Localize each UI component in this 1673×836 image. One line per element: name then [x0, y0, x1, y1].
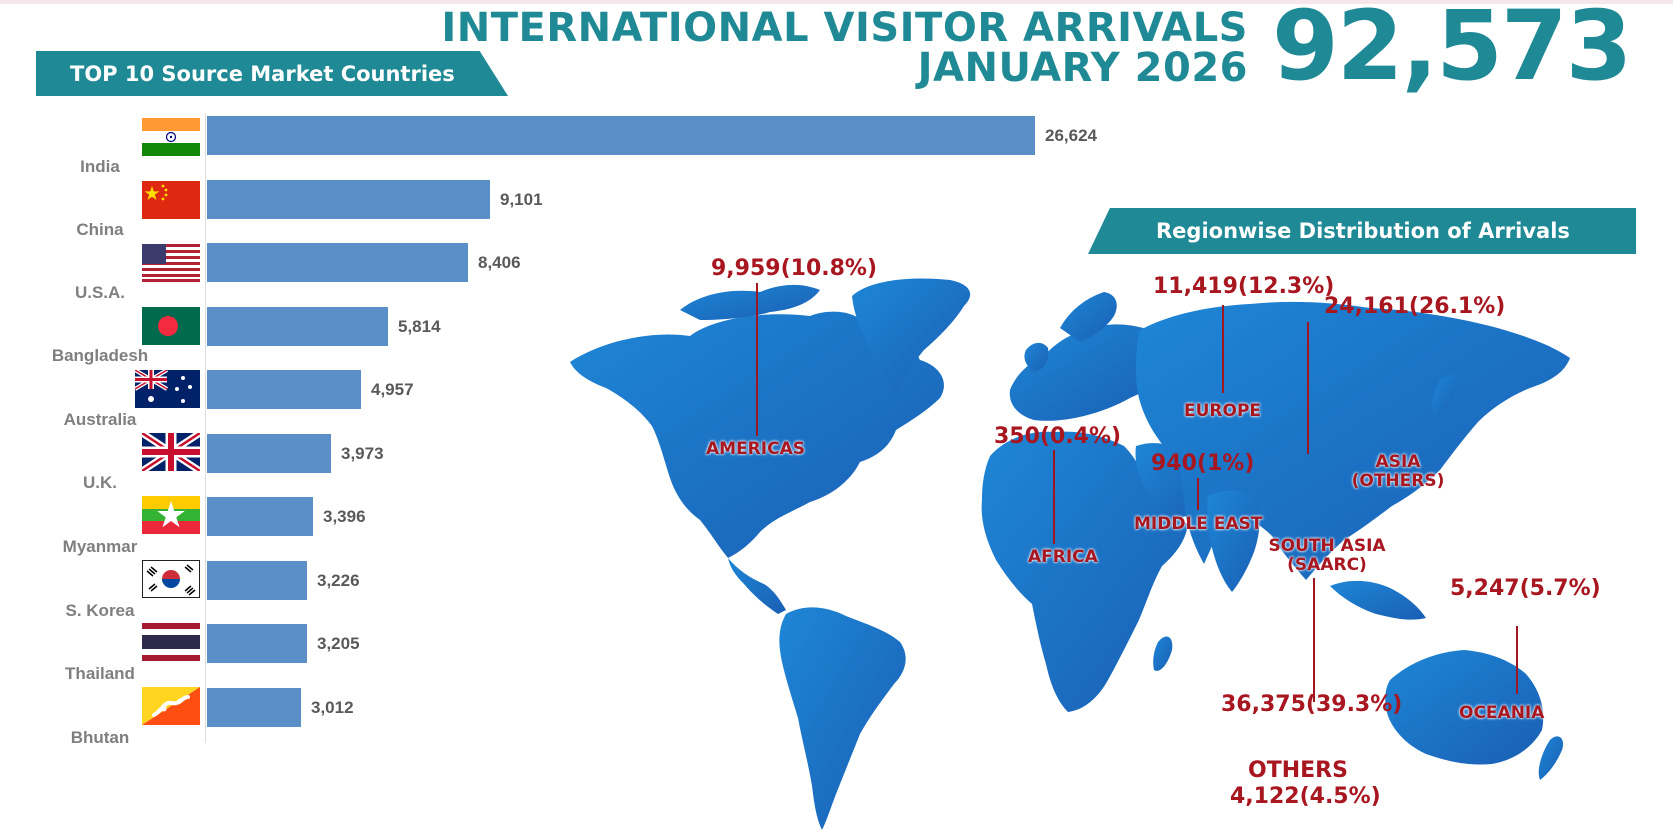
- country-label-bhutan: Bhutan: [70, 728, 130, 747]
- india-flag-icon: [142, 118, 200, 156]
- country-label-usa: U.S.A.: [74, 283, 126, 302]
- country-label-south-korea: S. Korea: [65, 601, 135, 620]
- country-label-australia: Australia: [63, 410, 137, 429]
- arctic-islands-shape: [680, 284, 820, 320]
- regionwise-distribution-banner-label: Regionwise Distribution of Arrivals: [1156, 219, 1570, 243]
- others-value-label: 4,122(4.5%): [1230, 784, 1381, 809]
- bar-value-australia: 4,957: [371, 380, 414, 399]
- africa-value-label: 350(0.4%): [994, 424, 1122, 449]
- bar-value-myanmar: 3,396: [323, 507, 366, 526]
- greenland-shape: [852, 278, 971, 394]
- middle-east-value-label: 940(1%): [1151, 451, 1255, 476]
- bar-value-usa: 8,406: [478, 253, 521, 272]
- europe-region-name: EUROPE: [1184, 401, 1262, 421]
- oceania-region-name: OCEANIA: [1459, 703, 1545, 723]
- country-label-thailand: Thailand: [65, 664, 135, 683]
- bar-value-south-korea: 3,226: [317, 570, 360, 590]
- myanmar-flag-icon: [142, 496, 200, 534]
- europe-shape: [1009, 324, 1170, 421]
- indian-subcontinent-shape: [1207, 490, 1260, 592]
- bangladesh-flag-icon: [142, 307, 200, 345]
- country-label-china: China: [76, 220, 124, 239]
- new-zealand-shape: [1538, 736, 1564, 780]
- country-label-india: India: [80, 157, 120, 176]
- africa-shape: [981, 431, 1188, 712]
- top-border-strip: [0, 0, 1673, 4]
- british-isles-shape: [1024, 342, 1049, 372]
- asia-others-value-label: 24,161(26.1%): [1324, 294, 1506, 319]
- europe-value-label: 11,419(12.3%): [1153, 274, 1335, 299]
- thailand-flag-icon: [142, 623, 200, 661]
- bar-usa: [207, 243, 468, 282]
- country-label-bangladesh: Bangladesh: [51, 346, 149, 365]
- top-source-markets-banner: TOP 10 Source Market Countries: [36, 51, 508, 96]
- bar-value-bhutan: 3,012: [311, 697, 354, 717]
- bar-bhutan: [207, 687, 301, 727]
- south-america-shape: [779, 607, 906, 830]
- asia-others-region-name: ASIA (OTHERS): [1351, 452, 1445, 491]
- australia-shape: [1385, 650, 1544, 765]
- bar-australia: [207, 370, 361, 409]
- southeast-asia-islands-shape: [1330, 580, 1426, 620]
- bar-china: [207, 179, 490, 219]
- scandinavia-shape: [1060, 292, 1117, 342]
- bar-india: [207, 116, 1035, 155]
- bar-chart-axis-line: [205, 113, 206, 743]
- china-flag-icon: [142, 181, 200, 219]
- top-source-markets-banner-label: TOP 10 Source Market Countries: [70, 61, 455, 86]
- total-arrivals-number: 92,573: [1272, 0, 1632, 102]
- others-region-name: OTHERS: [1248, 758, 1348, 783]
- regionwise-distribution-banner: Regionwise Distribution of Arrivals: [1088, 208, 1636, 254]
- usa-flag-icon: [142, 244, 200, 282]
- bar-value-thailand: 3,205: [317, 634, 360, 653]
- bar-value-india: 26,624: [1045, 126, 1097, 145]
- bhutan-flag-icon: [142, 687, 200, 725]
- country-label-myanmar: Myanmar: [62, 537, 138, 556]
- bar-myanmar: [207, 497, 313, 536]
- bar-uk: [207, 433, 331, 473]
- world-map-image: [570, 278, 1570, 830]
- south-korea-flag-icon: [142, 560, 200, 598]
- bar-south-korea: [207, 560, 307, 600]
- south-asia-region-name: SOUTH ASIA (SAARC): [1268, 536, 1386, 575]
- japan-shape: [1432, 374, 1459, 420]
- madagascar-shape: [1153, 636, 1173, 671]
- south-asia-value-label: 36,375(39.3%): [1221, 692, 1403, 717]
- africa-region-name: AFRICA: [1028, 547, 1098, 567]
- central-america-shape: [728, 558, 786, 614]
- uk-flag-icon: [142, 433, 200, 471]
- americas-value-label: 9,959(10.8%): [711, 256, 878, 281]
- americas-region-name: AMERICAS: [706, 439, 805, 459]
- australia-flag-icon: [135, 370, 200, 408]
- country-label-uk: U.K.: [83, 473, 117, 492]
- page-subtitle-month: JANUARY 2026: [917, 45, 1248, 91]
- bar-bangladesh: [207, 306, 388, 346]
- page-title: INTERNATIONAL VISITOR ARRIVALS: [441, 5, 1248, 51]
- bar-value-uk: 3,973: [341, 443, 384, 463]
- bar-thailand: [207, 624, 307, 663]
- oceania-value-label: 5,247(5.7%): [1450, 576, 1601, 601]
- middle-east-region-name: MIDDLE EAST: [1134, 514, 1263, 534]
- bar-value-bangladesh: 5,814: [398, 316, 441, 336]
- bar-value-china: 9,101: [500, 189, 543, 209]
